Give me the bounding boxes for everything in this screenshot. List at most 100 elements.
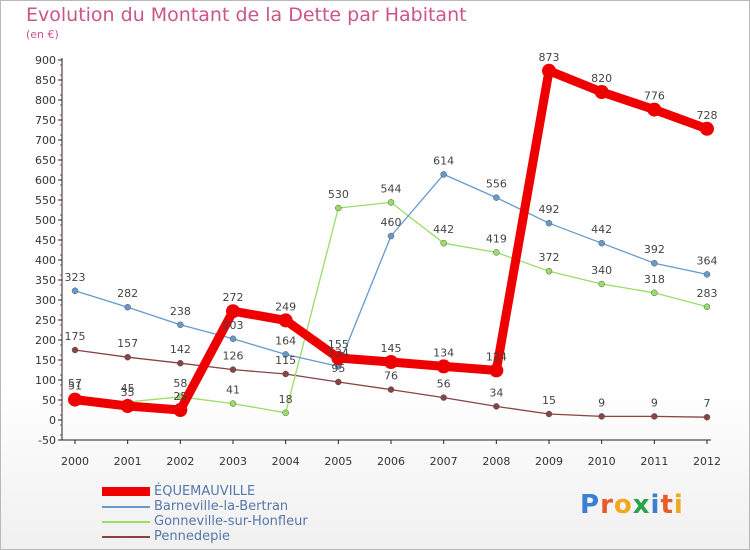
series-2-label-2002: 58 <box>173 377 187 390</box>
series-1-point-2001 <box>124 303 131 311</box>
series-1-label-2005: 134 <box>328 346 349 359</box>
series-0-point-2011 <box>647 102 662 117</box>
series-0-label-2011: 776 <box>644 90 665 103</box>
series-1-label-2011: 392 <box>644 243 665 256</box>
proxiti-logo: Proxiti <box>580 490 684 520</box>
series-1-point-2003 <box>229 335 237 343</box>
y-tick-label-350: 350 <box>35 274 56 287</box>
legend-swatch-equemauville <box>102 487 150 496</box>
series-3-point-2008 <box>493 403 500 410</box>
series-0-label-2012: 728 <box>697 109 718 122</box>
series-3-point-2000 <box>71 346 79 354</box>
series-3-label-2009: 15 <box>542 394 556 407</box>
series-1-label-2001: 282 <box>117 287 138 300</box>
series-0-label-2003: 272 <box>223 291 244 304</box>
x-tick-label-2005: 2005 <box>324 455 352 468</box>
x-tick-label-2008: 2008 <box>482 455 510 468</box>
series-0-point-2008 <box>489 363 504 378</box>
series-2-point-2008 <box>493 249 500 256</box>
legend-swatch-gonneville <box>102 521 150 523</box>
series-2-label-2004: 18 <box>279 393 293 406</box>
series-0-point-2009 <box>542 63 556 78</box>
y-tick-label-0: 0 <box>49 414 56 427</box>
series-1-point-2007 <box>440 171 447 178</box>
series-2-label-2012: 283 <box>697 287 718 300</box>
series-2-point-2007 <box>440 239 447 247</box>
y-tick-label-150: 150 <box>35 354 56 367</box>
series-2-point-2005 <box>335 204 342 212</box>
legend-label-pennedepie: Pennedepie <box>154 529 230 544</box>
series-1-point-2008 <box>493 194 500 201</box>
y-tick-label-900: 900 <box>35 54 56 67</box>
x-tick-label-2002: 2002 <box>166 455 194 468</box>
series-0-label-2005: 155 <box>328 338 349 351</box>
legend-swatch-pennedepie <box>102 536 150 538</box>
series-3-point-2012 <box>703 413 711 421</box>
x-tick-label-2007: 2007 <box>430 455 458 468</box>
series-2-point-2011 <box>651 289 658 297</box>
series-2-label-2005: 530 <box>328 188 349 201</box>
series-3-point-2009 <box>545 410 553 418</box>
series-2-label-2011: 318 <box>644 273 665 286</box>
legend-label-equemauville: ÉQUEMAUVILLE <box>154 484 256 499</box>
series-2-label-2010: 340 <box>591 264 612 277</box>
x-tick-label-2004: 2004 <box>272 455 300 468</box>
y-tick-label-550: 550 <box>35 194 56 207</box>
series-0-label-2004: 249 <box>275 300 296 313</box>
logo-letter: o <box>613 490 633 520</box>
series-3-point-2003 <box>229 366 237 373</box>
y-tick-label-800: 800 <box>35 94 56 107</box>
series-2-label-2000: 57 <box>68 377 82 390</box>
series-2-point-2010 <box>598 280 605 288</box>
y-tick-label-850: 850 <box>35 74 56 87</box>
series-1-label-2000: 323 <box>65 271 86 284</box>
series-1-point-2000 <box>71 287 79 295</box>
y-tick-label-50: 50 <box>42 394 56 407</box>
series-1-point-2002 <box>177 321 184 329</box>
x-tick-label-2006: 2006 <box>377 455 405 468</box>
series-3-label-2008: 34 <box>489 386 503 399</box>
legend-item-equemauville: ÉQUEMAUVILLE <box>102 484 362 499</box>
y-tick-label--50: -50 <box>38 434 56 447</box>
series-3-label-2011: 9 <box>651 396 658 409</box>
series-2-point-2012 <box>703 303 711 311</box>
x-tick-label-2012: 2012 <box>693 455 721 468</box>
series-3-label-2002: 142 <box>170 343 191 356</box>
series-1-point-2012 <box>703 271 711 278</box>
series-3-label-2012: 7 <box>704 397 711 410</box>
series-1-label-2012: 364 <box>697 254 718 267</box>
series-3-label-2007: 56 <box>437 378 451 391</box>
series-2-label-2003: 41 <box>226 384 240 397</box>
series-2-point-2009 <box>545 267 553 275</box>
series-1-label-2009: 492 <box>539 203 560 216</box>
y-tick-label-750: 750 <box>35 114 56 127</box>
series-0-label-2007: 134 <box>433 346 454 359</box>
y-tick-label-300: 300 <box>35 294 56 307</box>
x-tick-label-2003: 2003 <box>219 455 247 468</box>
series-0-point-2005 <box>331 351 346 365</box>
series-0-label-2002: 25 <box>173 390 187 403</box>
legend-item-barneville: Barneville-la-Bertran <box>102 499 362 514</box>
chart-title: Evolution du Montant de la Dette par Hab… <box>26 4 467 26</box>
series-3-label-2010: 9 <box>598 396 605 409</box>
series-2-label-2008: 419 <box>486 232 507 245</box>
series-1-point-2011 <box>651 259 658 267</box>
series-0-point-2002 <box>173 403 188 417</box>
series-1-label-2007: 614 <box>433 154 454 167</box>
y-tick-label-450: 450 <box>35 234 56 247</box>
series-3-point-2002 <box>177 359 184 367</box>
y-tick-label-200: 200 <box>35 334 56 347</box>
series-2-label-2007: 442 <box>433 223 454 236</box>
legend: ÉQUEMAUVILLE Barneville-la-Bertran Gonne… <box>102 484 362 544</box>
series-3-label-2006: 76 <box>384 370 398 383</box>
logo-letter: x <box>632 490 651 520</box>
series-3-label-2005: 95 <box>331 362 345 375</box>
series-1-label-2004: 164 <box>275 334 296 347</box>
series-0-point-2006 <box>384 355 398 369</box>
x-tick-label-2001: 2001 <box>114 455 142 468</box>
series-3-point-2011 <box>651 413 658 420</box>
legend-item-gonneville: Gonneville-sur-Honfleur <box>102 514 362 529</box>
series-0-point-2001 <box>120 399 135 413</box>
x-tick-label-2010: 2010 <box>588 455 616 468</box>
